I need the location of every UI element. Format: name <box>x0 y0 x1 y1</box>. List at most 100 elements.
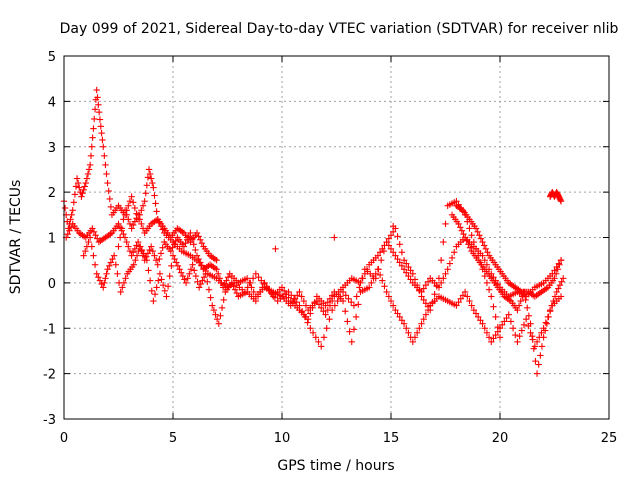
x-tick-label: 20 <box>492 431 509 446</box>
data-point <box>537 352 544 359</box>
data-point <box>126 247 134 255</box>
data-point <box>130 249 137 256</box>
data-point <box>122 275 129 282</box>
data-point <box>366 284 373 291</box>
data-point <box>494 328 502 335</box>
data-point <box>283 291 290 298</box>
data-point <box>556 281 564 289</box>
data-point <box>195 284 203 291</box>
data-point <box>73 175 81 182</box>
data-point <box>543 320 551 327</box>
data-point <box>215 320 222 327</box>
data-point <box>125 202 132 209</box>
data-point <box>199 277 206 284</box>
data-point <box>149 179 156 187</box>
data-point <box>484 249 491 256</box>
data-point <box>217 312 224 319</box>
data-point <box>409 338 416 346</box>
data-point <box>558 278 565 285</box>
data-point <box>538 329 545 336</box>
data-point <box>138 220 145 228</box>
data-point <box>353 293 360 300</box>
data-point <box>311 298 318 306</box>
data-point <box>400 320 408 327</box>
data-point <box>326 295 334 302</box>
data-point <box>481 325 488 332</box>
data-point <box>285 294 292 301</box>
data-point <box>477 235 485 242</box>
data-point <box>527 320 534 327</box>
data-point <box>298 293 305 300</box>
y-tick-label: 5 <box>48 50 56 65</box>
data-point <box>146 246 153 254</box>
data-point <box>422 281 430 289</box>
y-tick-label: 3 <box>48 141 56 156</box>
data-point <box>209 302 216 309</box>
data-point <box>146 170 154 178</box>
data-point <box>91 106 99 113</box>
data-point <box>459 292 467 299</box>
data-point <box>542 319 549 326</box>
y-tick-label: 2 <box>48 186 56 201</box>
data-point <box>85 166 93 173</box>
data-point <box>472 225 480 232</box>
data-point <box>133 252 141 259</box>
data-point <box>182 239 189 247</box>
data-point <box>398 317 406 324</box>
data-point <box>123 211 130 219</box>
data-point <box>168 262 175 270</box>
data-point <box>323 325 330 332</box>
x-tick-label: 15 <box>383 431 400 446</box>
data-point <box>150 184 157 191</box>
grid <box>64 56 609 419</box>
data-point <box>107 259 115 266</box>
data-point <box>453 302 460 309</box>
data-point <box>315 301 323 308</box>
x-axis-label: GPS time / hours <box>277 458 394 474</box>
data-point <box>153 208 160 215</box>
data-marks <box>60 86 567 377</box>
data-point <box>470 306 478 314</box>
data-point <box>173 259 180 266</box>
data-point <box>221 280 228 288</box>
data-point <box>451 249 458 256</box>
data-point <box>120 279 128 287</box>
data-point <box>524 304 531 312</box>
data-point <box>68 211 75 219</box>
data-point <box>376 271 384 279</box>
data-point <box>115 243 122 250</box>
data-point <box>145 166 153 173</box>
data-point <box>372 270 379 277</box>
data-point <box>352 313 360 321</box>
data-point <box>315 338 322 346</box>
data-point <box>156 270 164 277</box>
data-point <box>312 334 319 341</box>
data-point <box>125 216 132 223</box>
series-track-e <box>453 202 565 300</box>
data-point <box>440 238 447 246</box>
data-point <box>230 283 237 290</box>
data-point <box>89 225 96 232</box>
axis-ticks: 0 5 10 15 20 25 -3 -2 -1 0 1 2 3 4 5 <box>43 50 617 446</box>
data-point <box>318 343 325 350</box>
data-point <box>522 315 530 323</box>
x-tick-label: 0 <box>60 431 68 446</box>
data-point <box>442 270 449 277</box>
data-point <box>424 306 432 314</box>
data-point <box>101 279 108 287</box>
data-point <box>192 246 199 254</box>
data-point <box>296 288 303 296</box>
data-point <box>128 193 135 200</box>
data-point <box>224 274 232 281</box>
data-point <box>411 334 419 341</box>
data-point <box>551 293 559 300</box>
data-point <box>102 161 109 169</box>
data-point <box>457 295 464 302</box>
data-point <box>143 182 151 189</box>
data-point <box>184 275 191 282</box>
data-point <box>148 175 155 182</box>
data-point <box>134 211 142 219</box>
x-tick-label: 5 <box>169 431 177 446</box>
data-point <box>505 311 512 318</box>
data-point <box>258 277 265 284</box>
